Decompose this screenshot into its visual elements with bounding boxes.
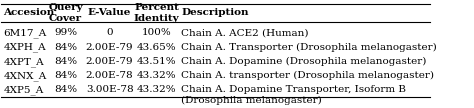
Text: 43.32%: 43.32% (137, 85, 176, 94)
Text: 43.51%: 43.51% (137, 57, 176, 66)
Text: 6M17_A: 6M17_A (3, 28, 47, 38)
Text: 2.00E-79: 2.00E-79 (86, 43, 133, 52)
Text: Percent
Identity: Percent Identity (134, 3, 180, 23)
Text: Chain A. transporter (Drosophila melanogaster): Chain A. transporter (Drosophila melanog… (182, 71, 434, 80)
Text: E-Value: E-Value (88, 8, 131, 17)
Text: Chain A. Dopamine Transporter, Isoform B
(Drosophila melanogaster): Chain A. Dopamine Transporter, Isoform B… (182, 85, 406, 105)
Text: Query
Cover: Query Cover (48, 3, 83, 23)
Text: 3.00E-78: 3.00E-78 (86, 85, 133, 94)
Text: 84%: 84% (54, 57, 77, 66)
Text: Chain A. Dopamine (Drosophila melanogaster): Chain A. Dopamine (Drosophila melanogast… (182, 57, 427, 66)
Text: Description: Description (182, 8, 249, 17)
Text: 99%: 99% (54, 28, 77, 37)
Text: 43.32%: 43.32% (137, 71, 176, 80)
Text: 84%: 84% (54, 43, 77, 52)
Text: 43.65%: 43.65% (137, 43, 176, 52)
Text: 0: 0 (106, 28, 113, 37)
Text: 84%: 84% (54, 71, 77, 80)
Text: 4XPH_A: 4XPH_A (3, 43, 46, 52)
Text: Accesion: Accesion (3, 8, 55, 17)
Text: Chain A. Transporter (Drosophila melanogaster): Chain A. Transporter (Drosophila melanog… (182, 43, 437, 52)
Text: 100%: 100% (142, 28, 172, 37)
Text: Chain A. ACE2 (Human): Chain A. ACE2 (Human) (182, 28, 309, 37)
Text: 4XNX_A: 4XNX_A (3, 71, 47, 81)
Text: 4XP5_A: 4XP5_A (3, 85, 44, 95)
Text: 2.00E-78: 2.00E-78 (86, 71, 133, 80)
Text: 4XPT_A: 4XPT_A (3, 57, 44, 67)
Text: 2.00E-79: 2.00E-79 (86, 57, 133, 66)
Text: 84%: 84% (54, 85, 77, 94)
